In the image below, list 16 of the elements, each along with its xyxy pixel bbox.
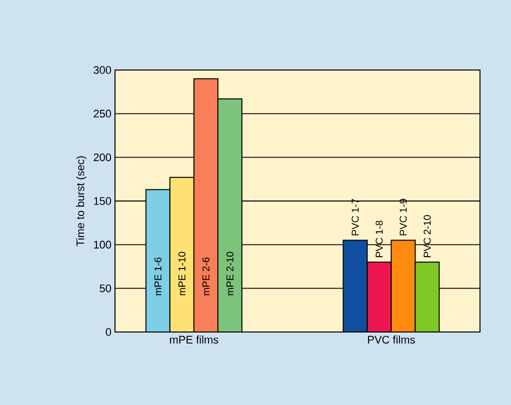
y-tick-label: 250 xyxy=(94,110,112,118)
x-tick-label: mPE films xyxy=(170,336,218,344)
y-tick-label: 100 xyxy=(94,240,112,249)
y-tick-label: 0 xyxy=(106,328,112,336)
text: PVC 2-10 xyxy=(424,215,431,258)
series-label: mPE 2-10 xyxy=(226,252,234,296)
x-tick-label: PVC films xyxy=(368,336,415,344)
series-label: mPE 1-6 xyxy=(154,257,162,296)
series-label: mPE 2-6 xyxy=(202,257,210,296)
series-label: mPE 1-10 xyxy=(178,252,186,296)
y-tick-label: 50 xyxy=(100,284,112,292)
y-tick-label: 200 xyxy=(94,153,112,162)
y-tick-label: 300 xyxy=(94,66,112,74)
y-axis-title: Time to burst (sec) xyxy=(76,156,86,246)
y-tick-label: 150 xyxy=(94,197,112,205)
text: PVC 1-8 xyxy=(376,220,383,258)
